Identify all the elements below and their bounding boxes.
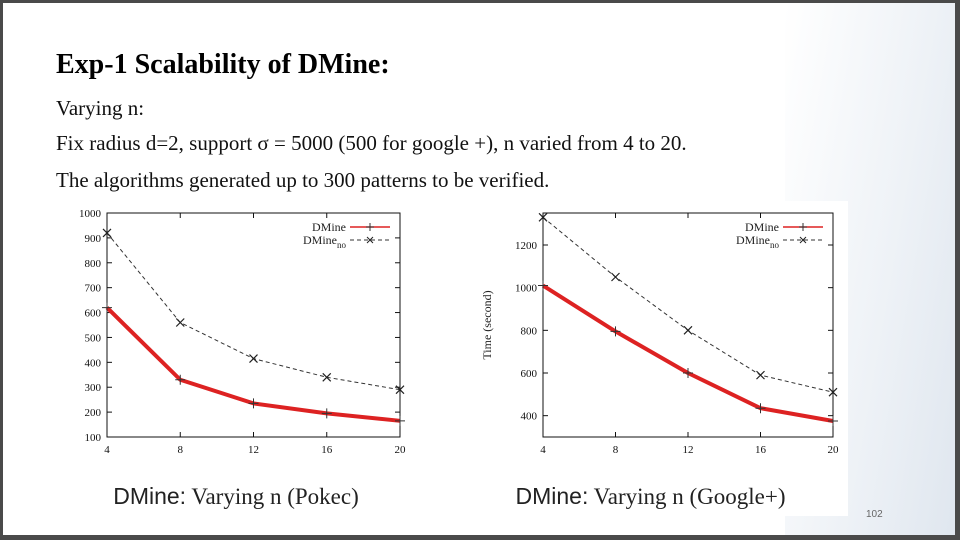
data-point-dmine-no xyxy=(756,370,765,380)
data-point-dmine xyxy=(755,403,766,414)
y-axis-label: Time (second) xyxy=(480,290,494,359)
legend-label: DMine xyxy=(745,220,779,234)
data-point-dmine xyxy=(102,302,112,313)
data-point-dmine-no xyxy=(611,272,620,282)
data-point-dmine-no xyxy=(395,385,405,395)
y-tick-label: 1000 xyxy=(515,283,538,295)
slide-title: Exp-1 Scalability of DMine: xyxy=(56,49,390,80)
legend-label-subscript: no xyxy=(337,240,347,250)
y-tick-label: 800 xyxy=(521,325,538,337)
page-number: 102 xyxy=(866,509,883,520)
data-point-dmine xyxy=(538,280,548,291)
x-tick-label: 16 xyxy=(755,444,767,456)
chart-pokec-plot: 100 200 300 400 500 600 700 800 900 1000 4 8 12 16 20 D… xyxy=(79,208,407,456)
y-tick-label: 200 xyxy=(85,407,102,419)
x-tick-label: 16 xyxy=(321,444,333,456)
x-tick-label: 20 xyxy=(395,444,407,456)
data-point-dmine xyxy=(683,368,693,378)
legend-label: DMineno xyxy=(736,233,780,250)
data-point-dmine-no xyxy=(102,228,112,238)
legend-marker xyxy=(799,236,807,244)
data-point-dmine xyxy=(395,415,405,426)
data-point-dmine xyxy=(321,408,332,419)
y-tick-label: 700 xyxy=(85,283,102,295)
y-tick-label: 800 xyxy=(85,258,102,270)
caption-prefix: DMine: xyxy=(113,483,187,509)
caption-rest: Varying n (Pokec) xyxy=(186,484,359,509)
slide: Exp-1 Scalability of DMine: Varying n: F… xyxy=(3,3,955,535)
caption-rest: Varying n (Google+) xyxy=(588,484,786,509)
data-point-dmine-no xyxy=(322,372,332,382)
series-line-dmine-no xyxy=(542,216,834,393)
bullet-varying-n: Varying n: xyxy=(56,96,145,120)
legend-label: DMine xyxy=(312,220,346,234)
y-tick-label: 1000 xyxy=(79,208,102,220)
data-point-dmine-no xyxy=(175,318,185,327)
y-tick-label: 900 xyxy=(85,233,102,245)
y-tick-label: 500 xyxy=(85,332,102,344)
legend-marker xyxy=(366,223,374,231)
x-tick-label: 8 xyxy=(178,444,184,456)
y-tick-label: 300 xyxy=(85,382,102,394)
data-point-dmine xyxy=(175,374,186,385)
caption-prefix: DMine: xyxy=(515,483,589,509)
data-point-dmine-no xyxy=(683,325,693,335)
data-point-dmine-no xyxy=(538,212,548,222)
x-tick-label: 4 xyxy=(104,444,110,456)
bullet-patterns: The algorithms generated up to 300 patte… xyxy=(56,168,550,192)
x-tick-label: 8 xyxy=(613,444,619,456)
chart-google-caption: DMine: Varying n (Google+) xyxy=(453,483,848,510)
series-line-dmine xyxy=(541,283,834,423)
x-tick-label: 20 xyxy=(828,444,840,456)
x-tick-label: 12 xyxy=(248,444,259,456)
x-tick-label: 4 xyxy=(540,444,546,456)
legend-label-subscript: no xyxy=(770,240,780,250)
y-tick-label: 400 xyxy=(521,411,538,423)
legend-label: DMineno xyxy=(303,233,347,250)
data-point-dmine xyxy=(248,398,259,409)
bullet-parameters: Fix radius d=2, support σ = 5000 (500 fo… xyxy=(56,131,687,155)
y-tick-label: 1200 xyxy=(515,240,538,252)
y-tick-label: 100 xyxy=(85,432,102,444)
data-point-dmine xyxy=(610,326,621,337)
legend-marker xyxy=(799,223,807,231)
data-point-dmine-no xyxy=(828,387,838,397)
chart-google: 400 600 800 1000 1200 4 8 12 16 20 Time (second) DM… xyxy=(453,201,848,516)
y-tick-label: 600 xyxy=(85,308,102,320)
chart-google-plot: 400 600 800 1000 1200 4 8 12 16 20 Time (second) DM… xyxy=(480,212,840,456)
y-tick-label: 600 xyxy=(521,368,538,380)
series-line-dmine-no xyxy=(106,232,401,391)
chart-pokec: 100 200 300 400 500 600 700 800 900 1000 4 8 12 16 20 D… xyxy=(62,201,410,516)
x-tick-label: 12 xyxy=(683,444,694,456)
plot-frame xyxy=(542,212,834,438)
legend-marker xyxy=(366,236,374,244)
data-point-dmine-no xyxy=(249,354,258,364)
data-point-dmine xyxy=(828,416,838,426)
chart-pokec-caption: DMine: Varying n (Pokec) xyxy=(62,483,410,510)
y-tick-label: 400 xyxy=(85,357,102,369)
